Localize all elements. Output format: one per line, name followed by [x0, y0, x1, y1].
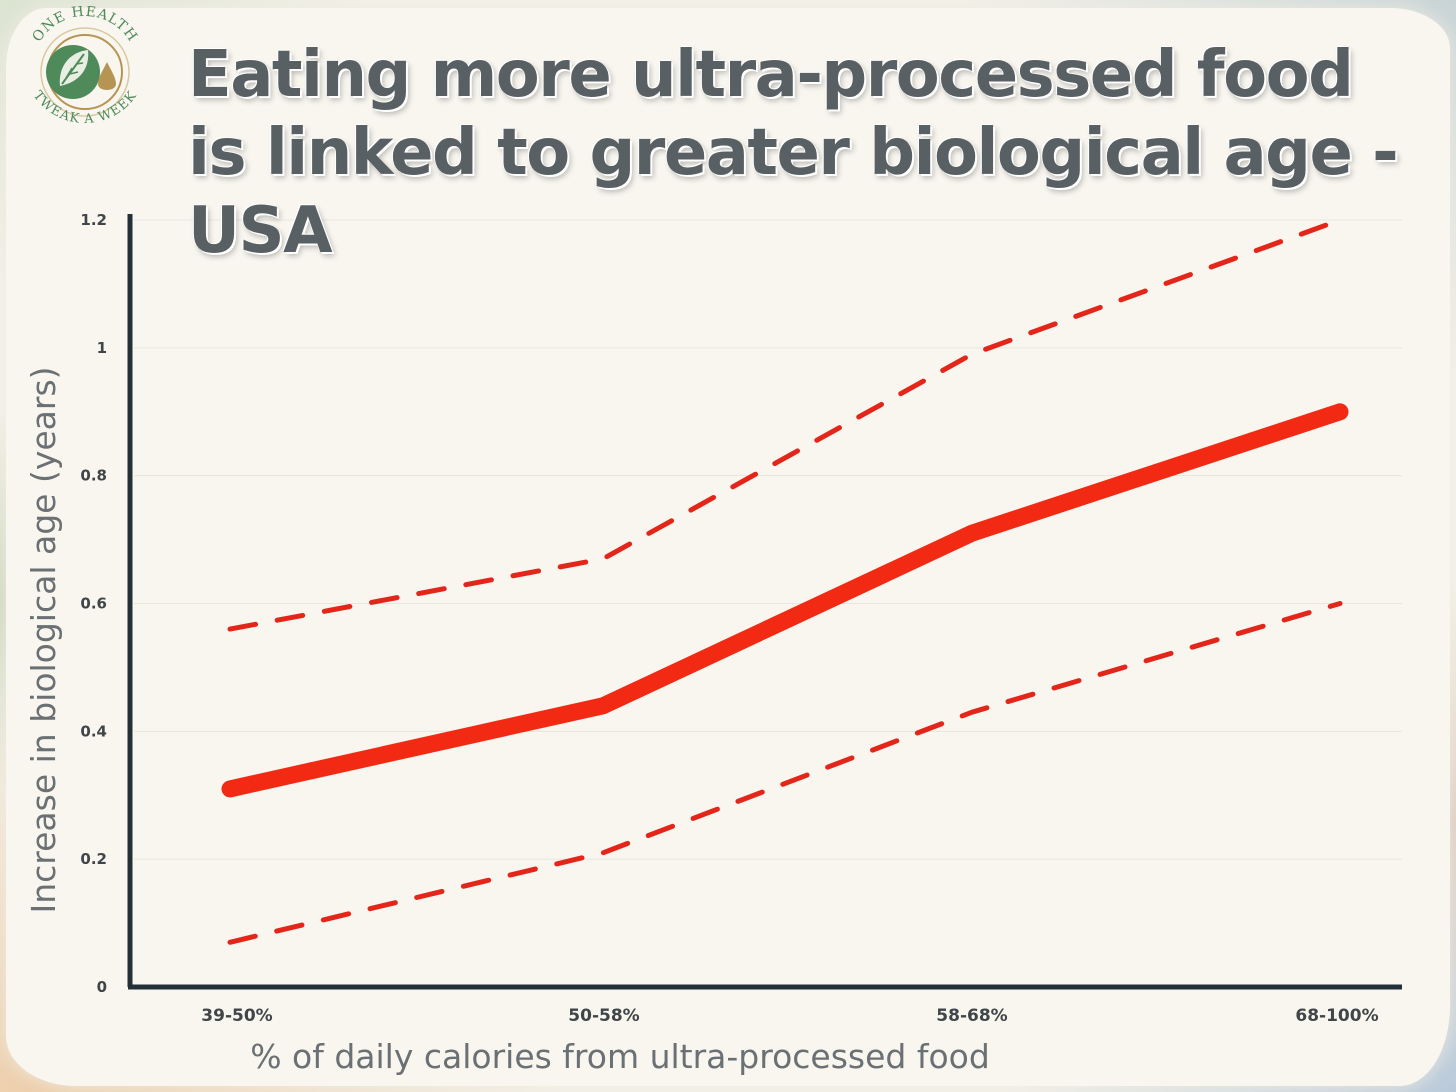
x-tick-label: 68-100% — [1295, 1006, 1378, 1026]
y-tick-label: 1.2 — [80, 211, 107, 229]
chart-title: Eating more ultra-processed food is link… — [188, 38, 1399, 268]
axes — [127, 214, 1402, 990]
x-tick-label: 58-68% — [936, 1006, 1007, 1026]
gridlines — [134, 219, 1402, 860]
y-tick-label: 0.8 — [80, 467, 107, 485]
upper-bound-line — [227, 217, 1343, 632]
x-axis-label: % of daily calories from ultra-processed… — [250, 1037, 990, 1076]
confidence-interval-lines — [227, 217, 1343, 945]
one-health-tweak-a-week-logo: ONE HEALTH TWEAK A WEEK — [29, 6, 139, 127]
estimate-line-group — [221, 403, 1349, 798]
y-tick-label: 0.2 — [80, 850, 107, 868]
estimate-point — [602, 705, 604, 707]
estimate-point — [229, 788, 231, 790]
y-tick-label: 1 — [97, 339, 107, 357]
estimate-point — [971, 532, 973, 534]
estimate-line — [221, 403, 1349, 798]
x-tick-label: 50-58% — [568, 1006, 639, 1026]
x-tick-labels: 39-50% 50-58% 58-68% 68-100% — [201, 1006, 1378, 1026]
y-tick-label: 0 — [97, 978, 107, 996]
estimate-point — [1339, 411, 1341, 413]
lower-bound-line — [227, 601, 1343, 945]
x-tick-label: 39-50% — [201, 1006, 272, 1026]
y-tick-label: 0.4 — [80, 722, 107, 740]
y-tick-labels: 0 0.2 0.4 0.6 0.8 1 1.2 — [80, 211, 107, 996]
y-axis-label: Increase in biological age (years) — [24, 366, 63, 913]
y-tick-label: 0.6 — [80, 595, 107, 613]
paper-background — [6, 8, 1450, 1086]
